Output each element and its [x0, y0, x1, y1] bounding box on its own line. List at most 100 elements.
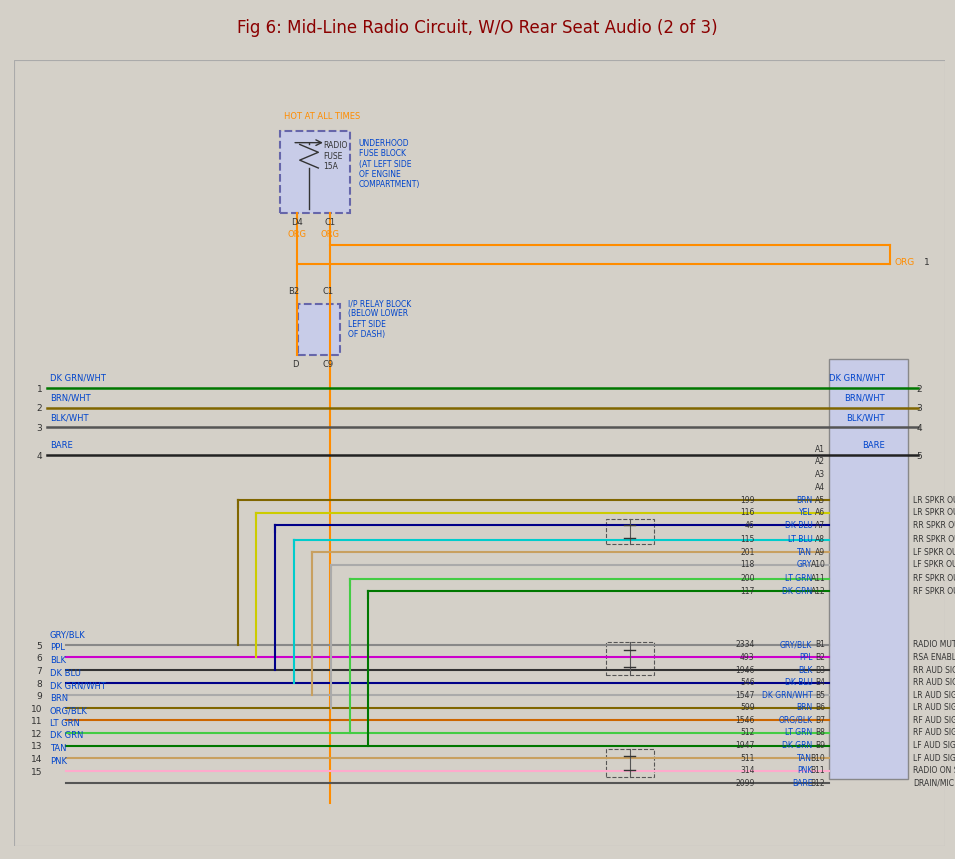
Text: RR SPKR OUT-: RR SPKR OUT- [913, 535, 955, 544]
Bar [280, 131, 350, 213]
Bar [605, 749, 654, 777]
Text: RF AUD SIG-: RF AUD SIG- [913, 716, 955, 725]
Text: LT GRN: LT GRN [785, 728, 813, 737]
Text: 1546: 1546 [735, 716, 754, 725]
Text: LT GRN: LT GRN [50, 719, 79, 728]
Text: B5: B5 [816, 691, 825, 700]
Text: 493: 493 [740, 653, 754, 662]
Text: B8: B8 [816, 728, 825, 737]
Text: DK GRN/WHT: DK GRN/WHT [50, 681, 106, 690]
Text: A12: A12 [811, 587, 825, 596]
Text: 2: 2 [917, 385, 923, 393]
Text: 2099: 2099 [735, 779, 754, 788]
Text: B2: B2 [288, 288, 299, 296]
Text: YEL: YEL [798, 509, 813, 517]
Text: RR AUD SIG+: RR AUD SIG+ [913, 678, 955, 687]
Text: RADIO MUTE: RADIO MUTE [913, 641, 955, 649]
Text: A7: A7 [816, 521, 825, 530]
Text: B11: B11 [811, 766, 825, 775]
Text: A6: A6 [816, 509, 825, 517]
Text: A11: A11 [811, 575, 825, 583]
Text: LF SPKR OUT+: LF SPKR OUT+ [913, 548, 955, 557]
Text: Fig 6: Mid-Line Radio Circuit, W/O Rear Seat Audio (2 of 3): Fig 6: Mid-Line Radio Circuit, W/O Rear … [237, 19, 718, 37]
Text: 2334: 2334 [735, 641, 754, 649]
Text: 1947: 1947 [735, 741, 754, 750]
Text: TAN: TAN [797, 753, 813, 763]
Text: GRY/BLK: GRY/BLK [50, 631, 85, 640]
Text: A4: A4 [816, 484, 825, 492]
Text: LR AUD SIG+: LR AUD SIG+ [913, 704, 955, 712]
Bar [605, 519, 654, 545]
Text: DK GRN/WHT: DK GRN/WHT [761, 691, 813, 700]
Text: 2: 2 [36, 405, 42, 413]
Text: A9: A9 [816, 548, 825, 557]
Text: DK BLU: DK BLU [50, 668, 80, 678]
Text: BARE: BARE [792, 779, 813, 788]
Text: 1547: 1547 [735, 691, 754, 700]
Text: B3: B3 [816, 666, 825, 674]
Text: D4: D4 [291, 218, 303, 227]
Text: BARE: BARE [50, 441, 73, 449]
Text: 5: 5 [36, 642, 42, 651]
Text: TAN: TAN [50, 744, 66, 753]
Text: LT BLU: LT BLU [788, 535, 813, 544]
Text: LR AUD SIG-: LR AUD SIG- [913, 691, 955, 700]
Bar [605, 642, 654, 675]
Text: 117: 117 [740, 587, 754, 596]
Text: A10: A10 [811, 560, 825, 570]
Text: BRN: BRN [796, 704, 813, 712]
Text: BLK/WHT: BLK/WHT [50, 413, 88, 422]
Text: BLK/WHT: BLK/WHT [846, 413, 885, 422]
Text: HOT AT ALL TIMES: HOT AT ALL TIMES [285, 113, 361, 121]
Text: 46: 46 [745, 521, 754, 530]
Text: 116: 116 [740, 509, 754, 517]
Text: 512: 512 [740, 728, 754, 737]
Text: C1: C1 [325, 218, 335, 227]
Text: LF SPKR OUT-: LF SPKR OUT- [913, 560, 955, 570]
Text: 11: 11 [31, 717, 42, 727]
Bar [829, 359, 908, 779]
Text: RR SPKR OUT+: RR SPKR OUT+ [913, 521, 955, 530]
Text: DK GRN: DK GRN [50, 731, 83, 740]
Text: LF AUD SIG-: LF AUD SIG- [913, 741, 955, 750]
Text: BLK: BLK [798, 666, 813, 674]
Text: C9: C9 [322, 360, 333, 369]
Text: 3: 3 [917, 405, 923, 413]
Text: 1: 1 [924, 259, 930, 267]
Text: ORG: ORG [321, 230, 339, 239]
Text: A1: A1 [816, 445, 825, 454]
Text: GRY/BLK: GRY/BLK [780, 641, 813, 649]
Text: BRN/WHT: BRN/WHT [844, 393, 885, 403]
Text: 12: 12 [31, 730, 42, 739]
Text: 9: 9 [36, 692, 42, 701]
Text: A5: A5 [816, 496, 825, 505]
Text: BRN: BRN [796, 496, 813, 505]
Text: BRN: BRN [50, 694, 68, 703]
Text: 546: 546 [740, 678, 754, 687]
Bar [298, 304, 340, 355]
Text: PNK: PNK [796, 766, 813, 775]
Text: B2: B2 [816, 653, 825, 662]
Text: 10: 10 [31, 704, 42, 714]
Text: GRY: GRY [796, 560, 813, 570]
Text: 118: 118 [740, 560, 754, 570]
Text: B12: B12 [811, 779, 825, 788]
Text: ORG: ORG [894, 259, 915, 267]
Text: PPL: PPL [798, 653, 813, 662]
Text: 15: 15 [31, 768, 42, 777]
Text: RSA ENABLE: RSA ENABLE [913, 653, 955, 662]
Text: PPL: PPL [50, 643, 65, 652]
Text: RR AUD SIG-: RR AUD SIG- [913, 666, 955, 674]
Text: 8: 8 [36, 679, 42, 689]
Text: B6: B6 [816, 704, 825, 712]
Text: 314: 314 [740, 766, 754, 775]
Text: DK GRN/WHT: DK GRN/WHT [829, 374, 885, 383]
Text: LR SPKR OUT+: LR SPKR OUT+ [913, 496, 955, 505]
Text: B7: B7 [816, 716, 825, 725]
Text: LT GRN: LT GRN [785, 575, 813, 583]
Text: BARE: BARE [862, 441, 885, 449]
Text: A2: A2 [816, 457, 825, 466]
Text: ORG/BLK: ORG/BLK [778, 716, 813, 725]
Text: UNDERHOOD
FUSE BLOCK
(AT LEFT SIDE
OF ENGINE
COMPARTMENT): UNDERHOOD FUSE BLOCK (AT LEFT SIDE OF EN… [359, 138, 420, 189]
Text: RADIO ON SIG: RADIO ON SIG [913, 766, 955, 775]
